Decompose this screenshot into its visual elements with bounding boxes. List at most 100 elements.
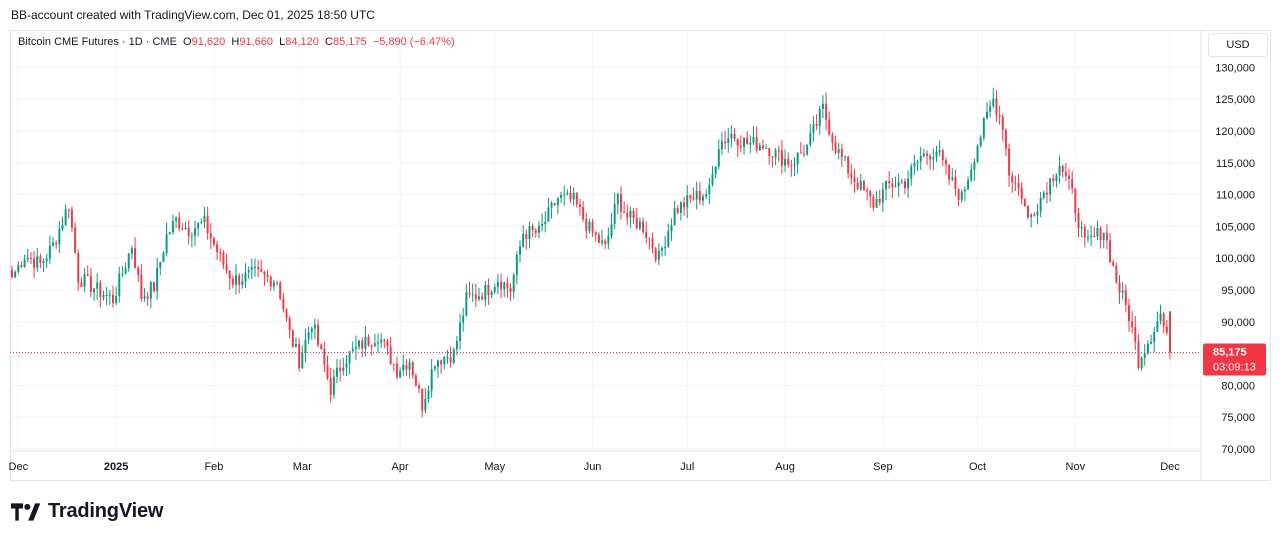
candle xyxy=(1011,171,1014,193)
candle-body xyxy=(134,248,137,269)
candle-body xyxy=(1109,240,1112,263)
candle xyxy=(105,286,108,306)
candle xyxy=(847,156,850,179)
candle-body xyxy=(184,227,187,230)
candle-body xyxy=(111,294,114,304)
candle xyxy=(705,189,708,200)
candle xyxy=(591,218,594,237)
candle-body xyxy=(1112,262,1115,266)
candle-body xyxy=(1074,188,1077,213)
candle xyxy=(313,318,316,339)
candle-body xyxy=(859,180,862,190)
candle-body xyxy=(257,267,260,270)
candle-body xyxy=(301,352,304,369)
candle xyxy=(702,193,704,206)
candle-body xyxy=(187,227,190,237)
candle-body xyxy=(1001,116,1004,131)
candle-body xyxy=(178,217,181,229)
candle-body xyxy=(1008,148,1011,176)
candle xyxy=(389,336,392,366)
candle xyxy=(670,218,673,241)
candle-body xyxy=(358,340,361,347)
candle-body xyxy=(474,294,477,300)
candle xyxy=(276,280,279,286)
candle xyxy=(831,132,834,151)
candle-body xyxy=(932,157,935,160)
candle xyxy=(285,308,288,322)
symbol-label[interactable]: Bitcoin CME Futures · 1D · CME xyxy=(18,36,177,48)
candle xyxy=(64,204,67,227)
x-tick-label: Nov xyxy=(1066,461,1086,473)
candle xyxy=(616,192,619,215)
candle xyxy=(418,382,421,394)
candle xyxy=(664,236,667,256)
candle xyxy=(478,287,480,302)
candle-body xyxy=(452,349,455,363)
candle-body xyxy=(1045,192,1048,195)
candle xyxy=(373,333,376,348)
candle-body xyxy=(1080,227,1083,229)
tradingview-logo[interactable]: TradingView xyxy=(11,500,163,523)
candle xyxy=(1093,226,1096,238)
candle xyxy=(1004,127,1007,157)
candle xyxy=(421,388,424,418)
candle-body xyxy=(862,180,865,190)
candle-body xyxy=(354,346,357,349)
candle-body xyxy=(52,242,54,246)
candle xyxy=(910,163,913,186)
candle xyxy=(1115,262,1118,284)
currency-button[interactable]: USD xyxy=(1208,33,1268,57)
candle-body xyxy=(1153,331,1156,342)
candle xyxy=(913,154,916,176)
candle xyxy=(642,217,645,235)
candle-body xyxy=(253,267,256,269)
candle xyxy=(799,141,802,154)
candle xyxy=(645,221,648,244)
candle-body xyxy=(534,230,537,233)
candle xyxy=(784,149,787,172)
candle-body xyxy=(493,286,496,293)
candle xyxy=(257,260,260,277)
candle-body xyxy=(1086,237,1089,239)
candle-body xyxy=(146,296,149,299)
candle-body xyxy=(181,228,184,230)
candle xyxy=(657,243,660,266)
candle-body xyxy=(752,137,755,143)
candle-body xyxy=(332,376,335,395)
candle-body xyxy=(563,194,566,196)
candle-body xyxy=(541,223,544,227)
candle xyxy=(547,197,550,223)
candle xyxy=(859,173,862,192)
candle-body xyxy=(651,238,654,249)
candle xyxy=(14,270,17,279)
candle xyxy=(850,164,853,185)
candle xyxy=(459,313,462,351)
candle xyxy=(496,273,499,295)
candle-body xyxy=(1115,265,1118,283)
candle-body xyxy=(970,169,973,181)
candle-body xyxy=(288,317,291,331)
candle xyxy=(197,222,200,237)
candle-body xyxy=(1143,353,1146,358)
candle xyxy=(184,221,187,230)
candle-body xyxy=(503,282,506,290)
candle-body xyxy=(96,282,99,289)
candle xyxy=(206,206,209,240)
candle-body xyxy=(736,138,739,146)
candle xyxy=(411,360,414,379)
candle-body xyxy=(995,98,998,116)
candle xyxy=(724,130,727,150)
candle-body xyxy=(989,106,992,112)
candle-body xyxy=(203,215,206,223)
candle xyxy=(1105,224,1108,250)
candle xyxy=(1131,310,1134,334)
candle xyxy=(566,189,569,196)
candle-body xyxy=(708,184,711,195)
candle-body xyxy=(298,343,301,369)
candles xyxy=(11,87,1171,418)
candle xyxy=(856,177,859,191)
candle xyxy=(452,347,455,365)
candle xyxy=(862,180,865,192)
candle xyxy=(676,204,679,215)
